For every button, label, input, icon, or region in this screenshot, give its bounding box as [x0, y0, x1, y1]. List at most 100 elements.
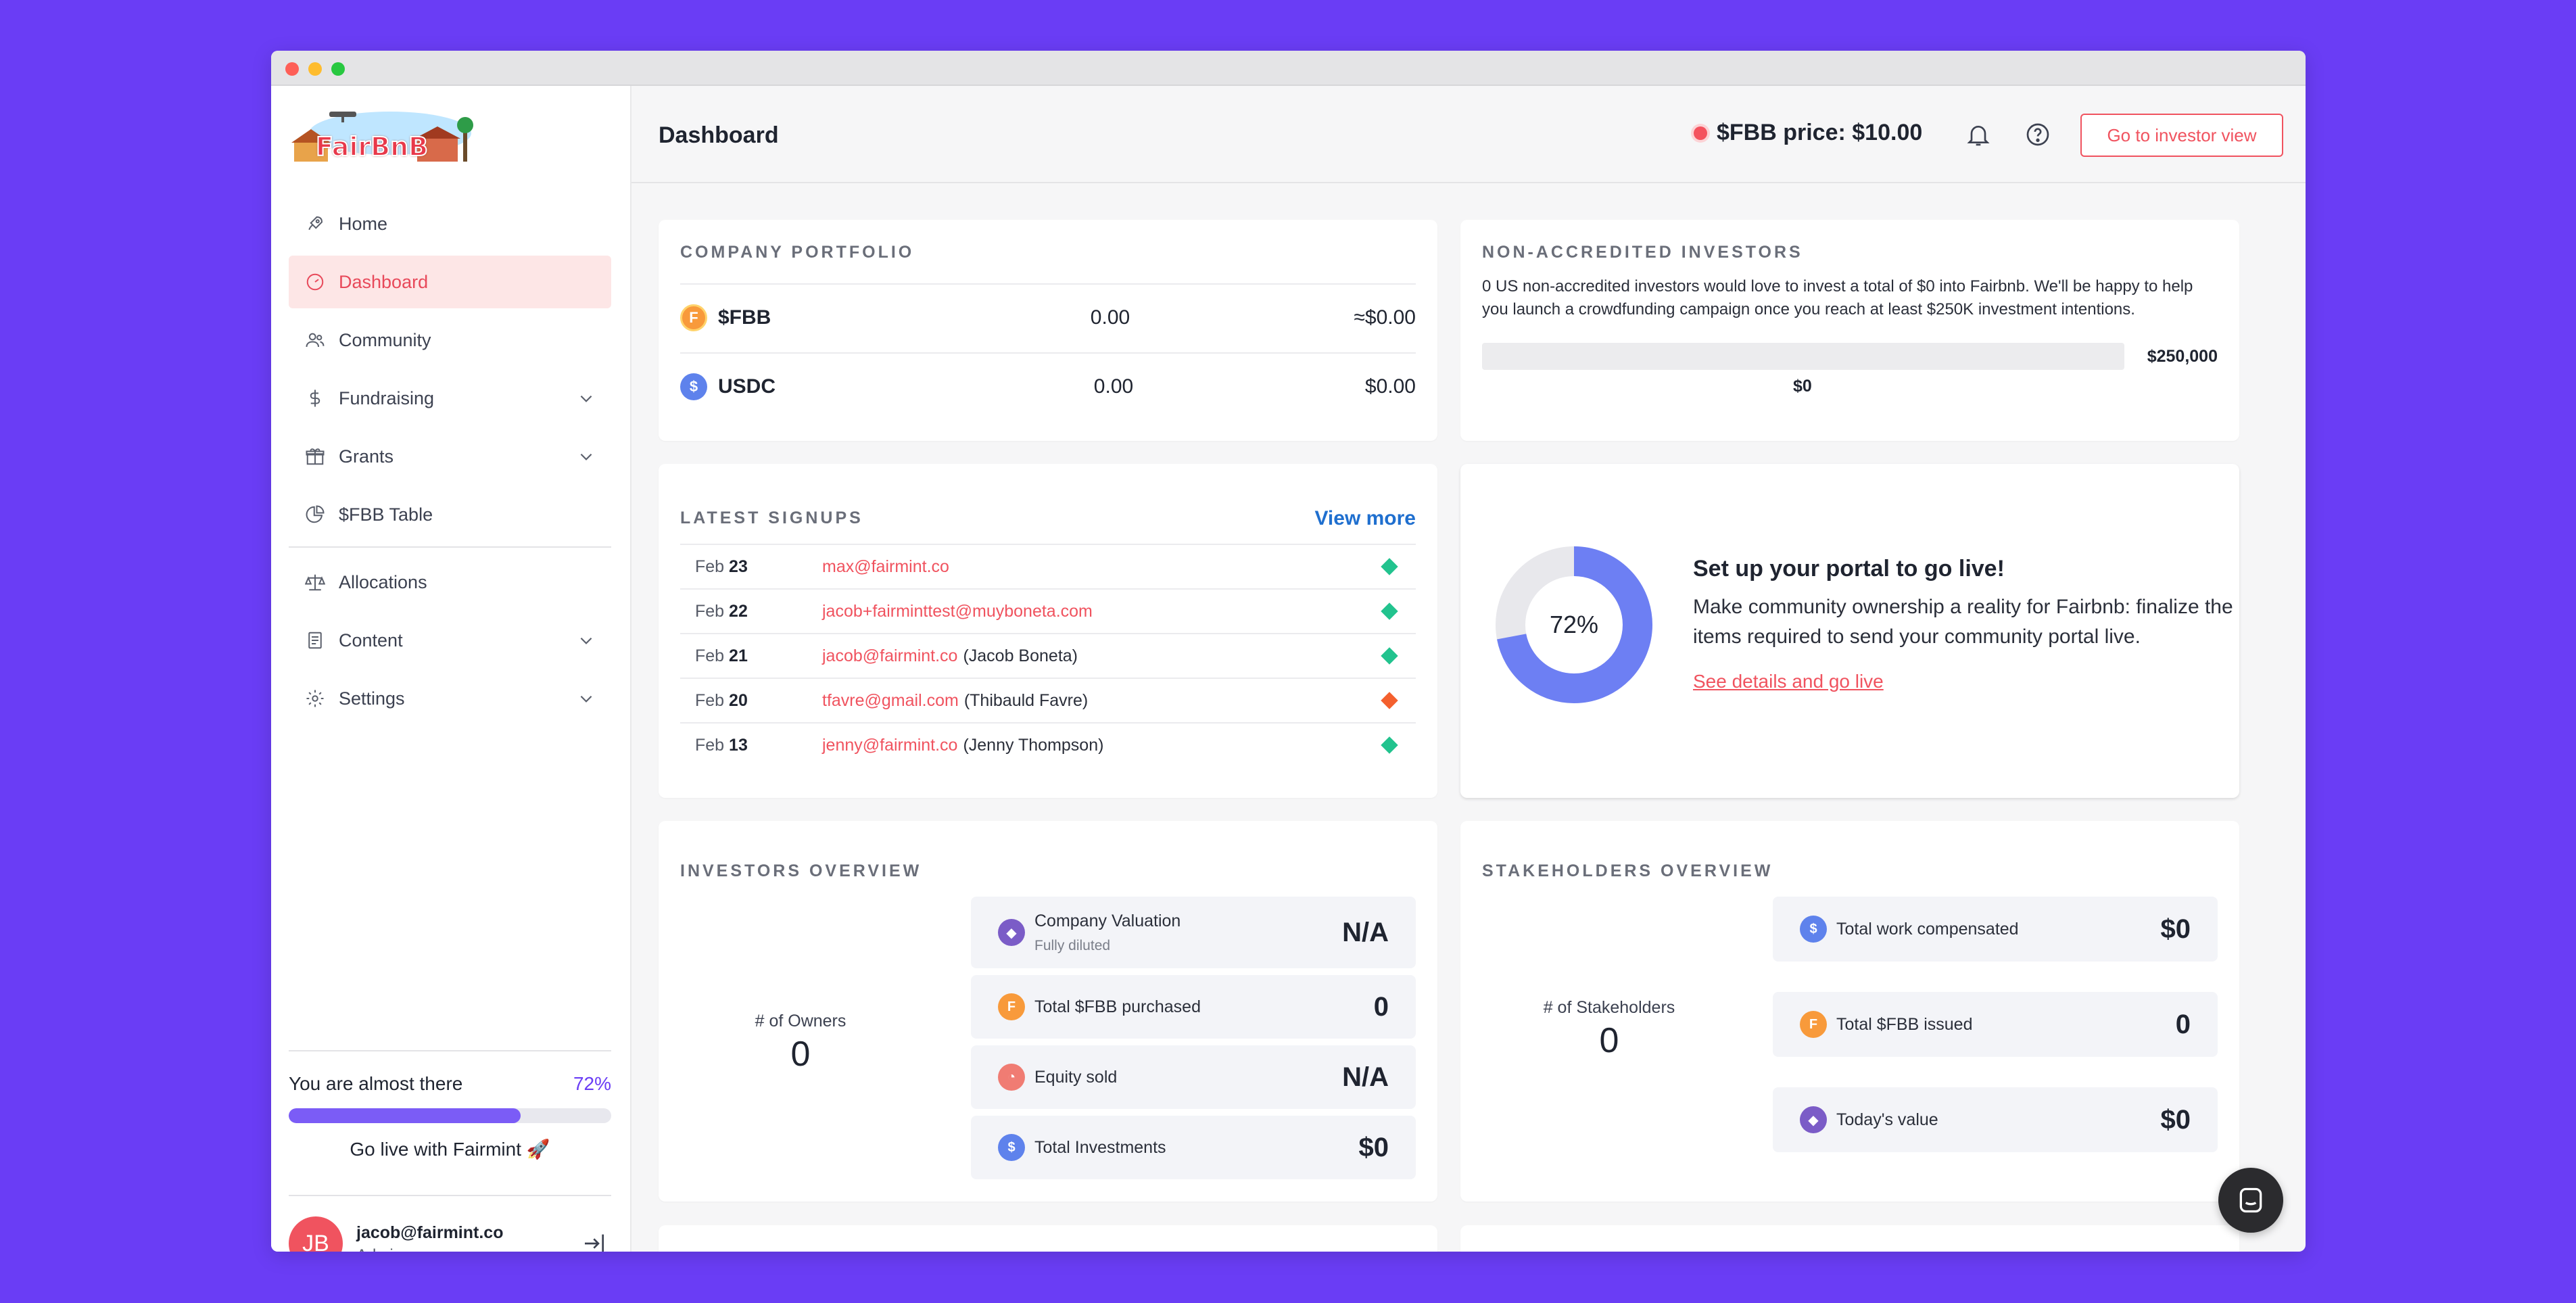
- bottom-card-right: [1460, 1225, 2239, 1252]
- sidebar-item-label: Grants: [339, 446, 394, 467]
- fbb-coin-icon: F: [998, 993, 1025, 1020]
- stat-value: 0: [2175, 1009, 2191, 1039]
- status-diamond-icon: [1381, 736, 1398, 754]
- signup-email[interactable]: jacob+fairminttest@muyboneta.com: [822, 601, 1093, 621]
- signup-name: (Thibauld Favre): [963, 690, 1089, 710]
- dollar-coin-icon: $: [1800, 916, 1827, 943]
- maximize-window-button[interactable]: [331, 62, 345, 76]
- logo-illustration-icon: [291, 112, 473, 162]
- logo-text: FairBnB: [315, 131, 429, 162]
- signup-row[interactable]: Feb 23 max@fairmint.co: [680, 544, 1416, 588]
- stat-label: Total $FBB purchased: [1034, 997, 1201, 1016]
- stakeholders-value: 0: [1599, 1021, 1619, 1060]
- help-icon[interactable]: [2024, 121, 2051, 148]
- company-valuation-stat: ◆ Company Valuation Fully diluted N/A: [971, 897, 1416, 968]
- usdc-coin-icon: $: [680, 373, 707, 400]
- signup-row[interactable]: Feb 21 jacob@fairmint.co (Jacob Boneta): [680, 633, 1416, 678]
- minimize-window-button[interactable]: [308, 62, 322, 76]
- stat-value: $0: [2160, 914, 2191, 944]
- go-live-donut-chart: 72%: [1496, 546, 1652, 703]
- signup-row[interactable]: Feb 22 jacob+fairminttest@muyboneta.com: [680, 588, 1416, 633]
- stat-value: $0: [2160, 1104, 2191, 1135]
- status-diamond-icon: [1381, 647, 1398, 665]
- chevron-down-icon[interactable]: [577, 632, 595, 649]
- sidebar-item-label: Allocations: [339, 571, 427, 592]
- sidebar-item-label: Settings: [339, 688, 405, 709]
- signup-date: Feb 22: [695, 601, 748, 621]
- sidebar-item-label: Community: [339, 329, 431, 350]
- close-window-button[interactable]: [285, 62, 299, 76]
- fbb-issued-stat: F Total $FBB issued 0: [1773, 992, 2218, 1057]
- card-title: LATEST SIGNUPS: [680, 508, 863, 527]
- sidebar-item-fundraising[interactable]: Fundraising: [289, 372, 611, 425]
- go-live-progress[interactable]: You are almost there 72% Go live with Fa…: [289, 1050, 611, 1160]
- sidebar-item-community[interactable]: Community: [289, 314, 611, 366]
- total-investments-stat: $ Total Investments $0: [971, 1116, 1416, 1179]
- investors-overview-card: INVESTORS OVERVIEW # of Owners 0 ◆ Compa…: [659, 821, 1437, 1202]
- donut-progress-arc: [1496, 546, 1652, 703]
- signup-email[interactable]: max@fairmint.co: [822, 556, 949, 576]
- stat-label: Total Investments: [1034, 1137, 1166, 1157]
- signup-row[interactable]: Feb 13 jenny@fairmint.co (Jenny Thompson…: [680, 722, 1416, 767]
- stat-label: Total work compensated: [1836, 919, 2019, 939]
- bell-icon[interactable]: [1965, 121, 1992, 148]
- users-icon: [305, 330, 325, 350]
- chevron-down-icon[interactable]: [577, 448, 595, 465]
- card-title: COMPANY PORTFOLIO: [680, 243, 915, 262]
- card-title: INVESTORS OVERVIEW: [680, 861, 922, 880]
- document-icon: [305, 630, 325, 650]
- signup-date: Feb 20: [695, 690, 748, 710]
- sidebar-item-dashboard[interactable]: Dashboard: [289, 256, 611, 308]
- portfolio-row: $ USDC 0.00 $0.00: [680, 352, 1416, 420]
- non-accredited-card: NON-ACCREDITED INVESTORS 0 US non-accred…: [1460, 220, 2239, 441]
- sidebar: FairBnB Home Dashboard Community: [271, 86, 631, 1252]
- chat-icon: [2239, 1187, 2262, 1213]
- shield-icon: ◆: [1800, 1106, 1827, 1133]
- sidebar-item-content[interactable]: Content: [289, 614, 611, 667]
- status-diamond-icon: [1381, 602, 1398, 620]
- signup-email[interactable]: jenny@fairmint.co: [822, 735, 958, 755]
- signup-email[interactable]: jacob@fairmint.co: [822, 646, 958, 665]
- sidebar-item-grants[interactable]: Grants: [289, 430, 611, 483]
- dollar-icon: [305, 388, 325, 408]
- pie-chart-icon: [305, 504, 325, 525]
- stat-value: 0: [1373, 991, 1389, 1022]
- live-indicator-icon: [1694, 126, 1707, 140]
- sidebar-item-fbb-table[interactable]: $FBB Table: [289, 488, 611, 541]
- chevron-down-icon[interactable]: [577, 690, 595, 707]
- stat-label: Today's value: [1836, 1110, 1938, 1129]
- stat-value: $0: [1358, 1132, 1389, 1162]
- signup-name: (Jenny Thompson): [963, 735, 1104, 755]
- investor-view-button[interactable]: Go to investor view: [2080, 114, 2283, 157]
- status-diamond-icon: [1381, 558, 1398, 575]
- page-title: Dashboard: [659, 122, 779, 148]
- go-live-link[interactable]: Go live with Fairmint 🚀: [350, 1139, 550, 1160]
- sidebar-item-home[interactable]: Home: [289, 197, 611, 250]
- fbb-coin-icon: F: [1800, 1011, 1827, 1038]
- stat-value: N/A: [1342, 1062, 1389, 1092]
- dollar-coin-icon: $: [998, 1134, 1025, 1161]
- logout-icon[interactable]: [581, 1230, 609, 1252]
- sidebar-item-label: Dashboard: [339, 271, 429, 292]
- go-live-details-link[interactable]: See details and go live: [1693, 671, 1884, 692]
- view-more-link[interactable]: View more: [1314, 507, 1416, 529]
- stakeholders-stat: # of Stakeholders 0: [1514, 998, 1704, 1061]
- owners-value: 0: [790, 1035, 811, 1074]
- signup-date: Feb 23: [695, 556, 748, 576]
- token-price: $FBB price: $10.00: [1694, 120, 1922, 146]
- signup-email[interactable]: tfavre@gmail.com: [822, 690, 959, 710]
- progress-current-label: $0: [1793, 377, 1812, 396]
- company-logo[interactable]: FairBnB: [289, 106, 478, 164]
- sidebar-item-allocations[interactable]: Allocations: [289, 556, 611, 609]
- token-value: $0.00: [1364, 375, 1416, 398]
- company-portfolio-card: COMPANY PORTFOLIO F $FBB 0.00 ≈$0.00 $ U…: [659, 220, 1437, 441]
- rocket-icon: [305, 214, 325, 234]
- signup-row[interactable]: Feb 20 tfavre@gmail.com (Thibauld Favre): [680, 678, 1416, 722]
- stat-label: Total $FBB issued: [1836, 1014, 1973, 1034]
- avatar[interactable]: JB: [289, 1216, 343, 1252]
- equity-sold-stat: ◔ Equity sold N/A: [971, 1045, 1416, 1109]
- shield-icon: ◆: [998, 919, 1025, 946]
- sidebar-item-settings[interactable]: Settings: [289, 672, 611, 725]
- chevron-down-icon[interactable]: [577, 389, 595, 407]
- chat-support-button[interactable]: [2218, 1168, 2283, 1233]
